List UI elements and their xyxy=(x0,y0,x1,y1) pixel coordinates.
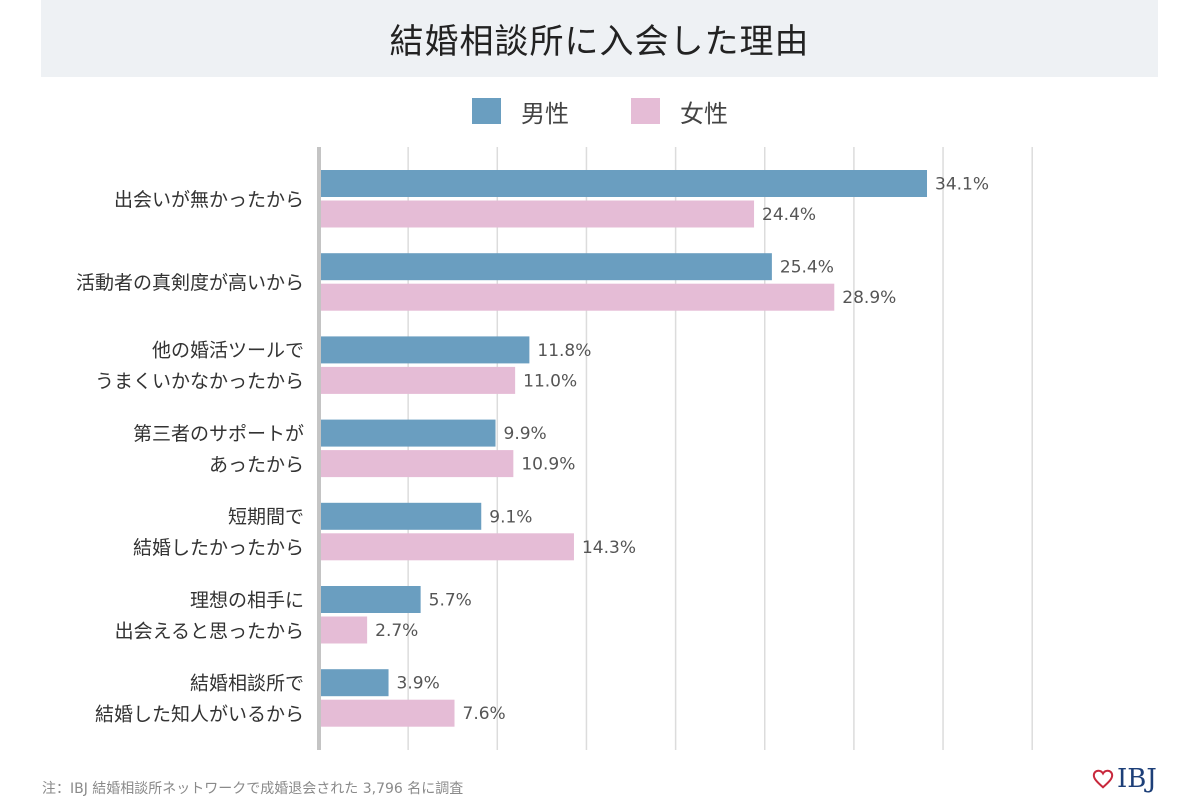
value-label-male: 9.1% xyxy=(489,507,532,527)
heart-icon xyxy=(1092,769,1114,789)
legend-label-male: 男性 xyxy=(521,99,569,128)
bar-male xyxy=(319,502,482,530)
bar-female xyxy=(319,450,514,478)
ibj-logo: IBJ xyxy=(1092,764,1157,794)
bar-female xyxy=(319,200,755,228)
value-label-female: 10.9% xyxy=(521,455,575,475)
value-label-female: 14.3% xyxy=(582,538,636,558)
bar-male xyxy=(319,586,421,613)
bar-male xyxy=(319,669,389,697)
chart-title: 結婚相談所に入会した理由 xyxy=(389,22,810,62)
legend-item-male: 男性 xyxy=(472,94,569,129)
value-label-male: 11.8% xyxy=(537,341,591,361)
value-label-female: 2.7% xyxy=(375,621,418,641)
value-label-female: 11.0% xyxy=(523,371,577,391)
value-label-male: 25.4% xyxy=(780,258,834,278)
bar-male xyxy=(319,253,772,281)
category-label: 第三者のサポートが xyxy=(133,423,304,445)
category-label: 理想の相手に xyxy=(190,589,304,611)
category-label: うまくいかなかったから xyxy=(95,371,304,393)
legend-label-female: 女性 xyxy=(680,99,728,128)
legend-item-female: 女性 xyxy=(631,94,728,129)
value-label-male: 9.9% xyxy=(504,424,547,444)
category-label: 結婚した知人がいるから xyxy=(95,703,304,725)
value-label-male: 34.1% xyxy=(935,175,989,195)
bar-female xyxy=(319,616,368,644)
legend-swatch-male xyxy=(472,98,501,124)
category-label: 結婚相談所で xyxy=(190,672,304,694)
legend-swatch-female xyxy=(631,98,660,124)
bar-female xyxy=(319,283,835,311)
value-label-female: 24.4% xyxy=(762,205,816,225)
value-label-female: 7.6% xyxy=(463,704,506,724)
category-label: 出会いが無かったから xyxy=(114,189,304,211)
bar-female xyxy=(319,366,516,394)
logo-text: IBJ xyxy=(1117,764,1157,794)
category-label: あったから xyxy=(209,454,304,476)
category-label: 出会えると思ったから xyxy=(115,620,304,642)
bar-male xyxy=(319,419,496,447)
footnote: 注：IBJ 結婚相談所ネットワークで成婚退会された 3,796 名に調査 xyxy=(42,781,464,797)
legend: 男性 女性 xyxy=(0,94,1200,128)
category-label: 結婚したかったから xyxy=(133,537,304,559)
bar-male xyxy=(319,336,530,364)
category-label: 短期間で xyxy=(228,506,304,528)
value-label-male: 5.7% xyxy=(429,591,472,611)
title-band: 結婚相談所に入会した理由 xyxy=(41,0,1158,77)
bar-female xyxy=(319,699,455,727)
bar-male xyxy=(319,170,928,197)
value-label-female: 28.9% xyxy=(842,288,896,308)
category-label: 活動者の真剣度が高いから xyxy=(76,272,304,294)
category-label: 他の婚活ツールで xyxy=(152,340,304,362)
bar-female xyxy=(319,533,574,561)
value-label-male: 3.9% xyxy=(397,674,440,694)
